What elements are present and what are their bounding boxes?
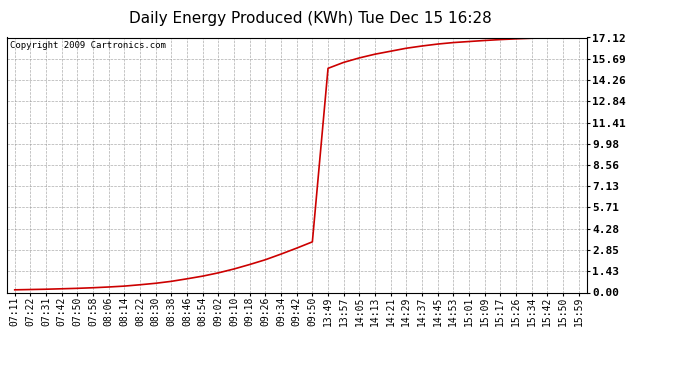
Text: Daily Energy Produced (KWh) Tue Dec 15 16:28: Daily Energy Produced (KWh) Tue Dec 15 1…: [129, 11, 492, 26]
Text: Copyright 2009 Cartronics.com: Copyright 2009 Cartronics.com: [10, 41, 166, 50]
